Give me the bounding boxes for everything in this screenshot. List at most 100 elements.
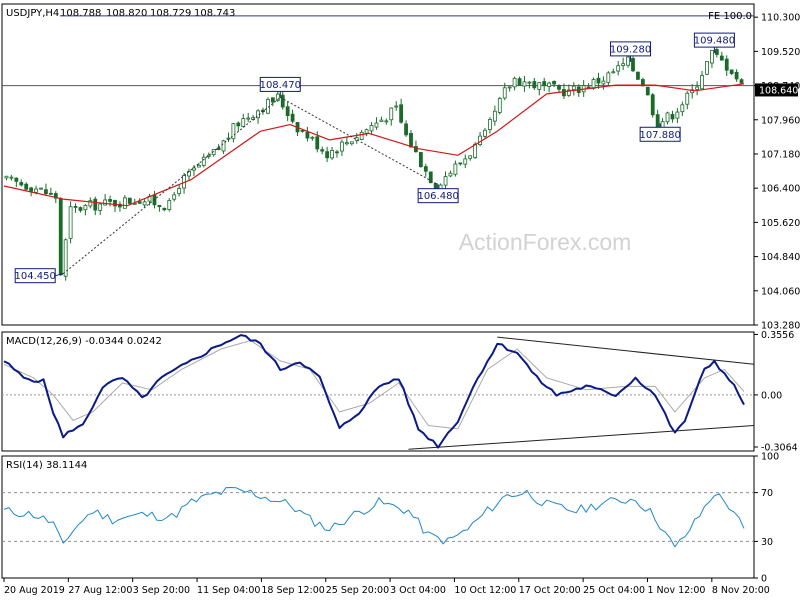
candle-body — [231, 123, 236, 140]
candle-body — [315, 136, 320, 150]
candle-body — [596, 77, 601, 84]
candle-body — [483, 129, 487, 137]
rsi-main-line — [3, 487, 745, 548]
candle-body — [616, 65, 621, 72]
candle-body — [88, 200, 93, 207]
candle-body — [270, 97, 275, 103]
annotation-label: 104.450 — [15, 271, 56, 282]
price-panel: USDJPY,H4 108.788 108.820 108.729 108.74… — [1, 3, 800, 332]
macd-trend-line — [497, 336, 755, 365]
annotation-box — [417, 188, 459, 204]
annotation-box — [14, 268, 56, 284]
candle-body — [724, 58, 729, 71]
candle-body — [492, 110, 497, 122]
candle-body — [369, 125, 374, 132]
date-tick-label: 20 Aug 2019 — [4, 585, 65, 596]
date-tick-label: 3 Oct 04:00 — [390, 585, 446, 596]
price-annotations: 104.450 108.470 106.480 109.280 107.880 109.4… — [14, 32, 735, 284]
candle-body — [537, 82, 542, 90]
candle-body — [601, 80, 606, 85]
date-tick-label: 10 Oct 12:00 — [454, 585, 516, 596]
candle-body — [557, 85, 561, 90]
candles — [4, 46, 744, 281]
current-price-label: 108.640 — [759, 85, 798, 96]
candle-body — [532, 81, 537, 89]
price-trend-lines — [62, 96, 439, 275]
candle-body — [650, 94, 655, 116]
candle-body — [399, 104, 404, 123]
candle-body — [640, 79, 645, 87]
candle-body — [68, 206, 73, 239]
annotation-box — [693, 32, 735, 48]
candle-body — [9, 176, 14, 179]
candle-body — [162, 207, 167, 211]
candle-body — [29, 187, 34, 192]
candle-body — [300, 130, 305, 132]
macd-trend-lines — [408, 336, 755, 450]
annotation-leader — [55, 273, 64, 277]
annotation-label: 109.480 — [694, 36, 735, 47]
candle-body — [473, 143, 478, 158]
candle-body — [216, 147, 221, 151]
fe-label: FE 100.0 — [708, 11, 752, 22]
candle-body — [384, 120, 389, 123]
candle-body — [655, 114, 660, 129]
candle-body — [645, 86, 650, 96]
candle-body — [236, 122, 241, 127]
rsi-line — [3, 487, 745, 548]
annotation-box — [610, 41, 652, 57]
price-tick-label: 106.400 — [761, 184, 800, 195]
candle-body — [611, 71, 616, 74]
price-tick-label: 104.060 — [761, 286, 800, 297]
candle-body — [325, 151, 330, 159]
watermark: ActionForex.com — [459, 229, 632, 255]
candle-body — [418, 152, 423, 167]
price-tick-label: 104.840 — [761, 252, 800, 263]
candle-body — [734, 71, 739, 80]
candle-body — [428, 171, 433, 184]
candle-body — [206, 154, 211, 157]
candle-body — [685, 92, 690, 105]
date-tick-label: 25 Sep 20:00 — [326, 585, 389, 596]
candle-body — [53, 193, 58, 199]
candle-body — [423, 166, 428, 172]
candle-body — [103, 199, 108, 206]
candle-body — [665, 112, 670, 123]
candle-body — [512, 77, 517, 88]
candle-body — [340, 141, 344, 152]
ohlc-open: 108.788 — [60, 8, 101, 19]
candle-body — [527, 81, 532, 84]
ohlc-close: 108.743 — [194, 8, 235, 19]
candle-body — [552, 81, 556, 85]
candle-body — [73, 206, 78, 208]
candle-body — [285, 106, 290, 117]
date-tick-label: 1 Nov 12:00 — [647, 585, 705, 596]
candle-body — [196, 164, 201, 168]
candle-body — [187, 170, 191, 177]
candle-body — [359, 131, 364, 140]
trend-line — [62, 97, 281, 275]
candle-body — [680, 104, 685, 113]
macd-panel: MACD(12,26,9) -0.0344 0.0242 0.3556 0.00 -… — [1, 330, 798, 453]
candle-body — [458, 162, 463, 165]
candle-body — [522, 81, 527, 87]
candle-body — [389, 107, 394, 121]
candle-body — [542, 81, 547, 86]
price-tick-label: 107.180 — [761, 149, 800, 160]
rsi-axis: 100 70 30 0 — [754, 452, 779, 585]
candle-body — [4, 175, 9, 179]
candle-body — [414, 146, 418, 153]
macd-signal-line — [3, 340, 745, 430]
candle-body — [167, 200, 172, 210]
candle-body — [394, 105, 399, 108]
price-tick-label: 110.300 — [761, 13, 800, 24]
macd-main-line — [3, 334, 745, 449]
candle-body — [172, 194, 177, 200]
candle-body — [700, 75, 704, 90]
candle-body — [374, 122, 379, 128]
current-price-tag: 108.640 — [755, 83, 798, 97]
candle-body — [404, 123, 408, 136]
rsi-panel: RSI(14) 38.1144 100 70 30 0 — [1, 452, 779, 585]
candle-body — [497, 98, 502, 113]
candle-body — [463, 158, 468, 165]
